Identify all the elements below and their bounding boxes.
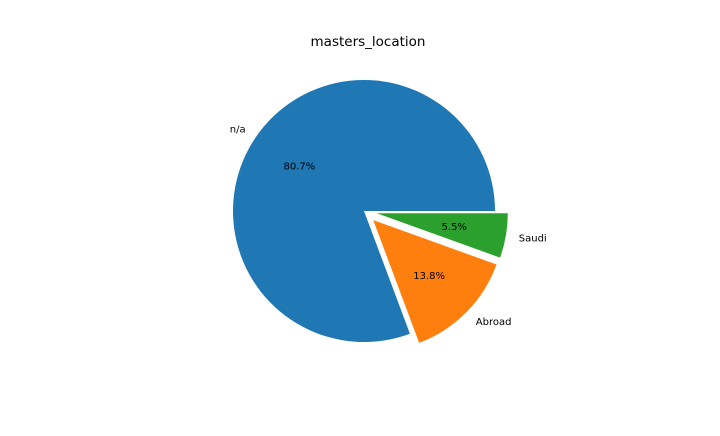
chart-title: masters_location: [311, 34, 426, 50]
slice-label-1: Abroad: [476, 317, 512, 328]
pie-slices: [233, 79, 508, 343]
slice-percent-1: 13.8%: [413, 271, 445, 282]
slice-label-2: Saudi: [519, 234, 547, 245]
pie-labels: n/a 80.7% Abroad 13.8% Saudi 5.5%: [230, 124, 547, 328]
slice-percent-2: 5.5%: [442, 222, 467, 233]
slice-percent-0: 80.7%: [284, 162, 316, 173]
pie-slice-abroad: [373, 220, 497, 343]
pie-slice-saudi: [376, 213, 508, 258]
slice-label-0: n/a: [230, 124, 246, 135]
pie-slice-n-a: [233, 79, 496, 342]
